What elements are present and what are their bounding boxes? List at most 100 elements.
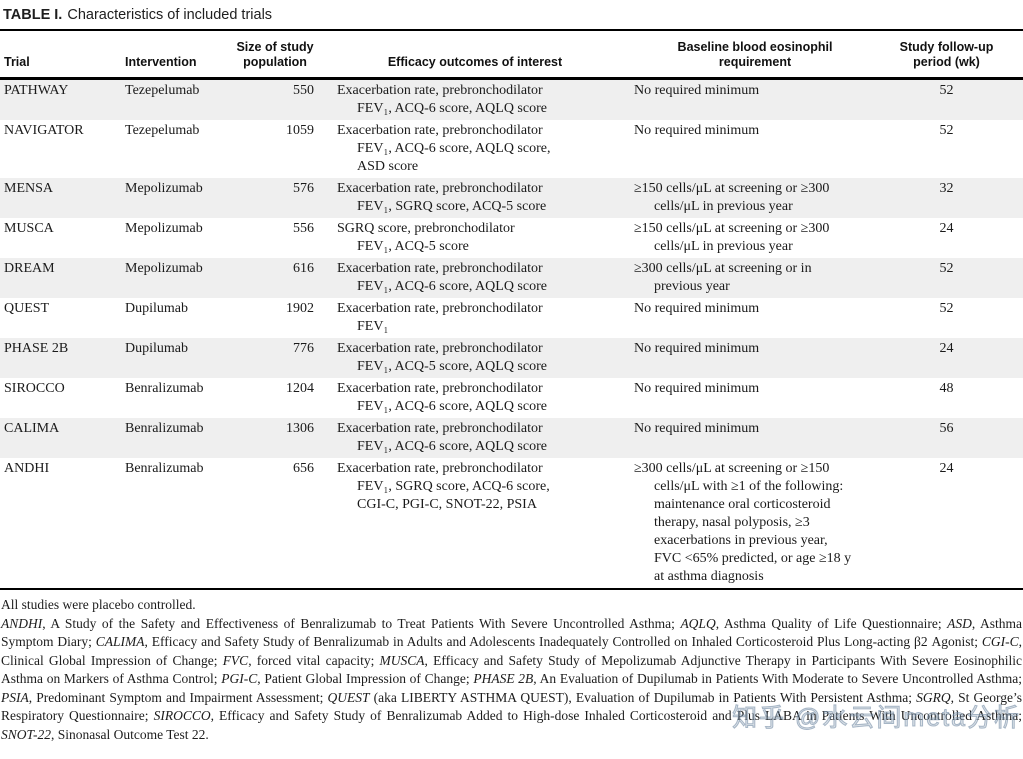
abbreviation-definition: , St George’s Respiratory Questionnaire;	[1, 689, 1022, 724]
efficacy-outcomes-cell: Exacerbation rate, prebronchodilator FEV₁	[337, 301, 543, 334]
eosinophil-requirement-cell: ≥150 cells/μL at screening or ≥300 cells/…	[634, 181, 830, 214]
trial-cell: CALIMA	[4, 421, 60, 436]
size-cell: 656	[293, 461, 314, 476]
eosinophil-requirement-cell: ≥300 cells/μL at screening or in previous…	[634, 261, 812, 294]
size-cell: 556	[293, 221, 314, 236]
intervention-cell: Mepolizumab	[125, 221, 203, 236]
follow-up-cell: 52	[939, 301, 954, 316]
table-title: TABLE I. Characteristics of included tria…	[0, 0, 1023, 31]
table-row-dream: DREAM Mepolizumab 616 Exacerbation rate, pr…	[0, 258, 1023, 298]
table-row-sirocco: SIROCCO Benralizumab 1204 Exacerbation rate…	[0, 378, 1023, 418]
eosinophil-requirement-cell: No required minimum	[634, 301, 760, 316]
efficacy-outcomes-cell: Exacerbation rate, prebronchodilator FEV₁…	[337, 381, 547, 414]
abbreviation-term: ANDHI	[1, 615, 43, 631]
intervention-cell: Tezepelumab	[125, 83, 200, 98]
efficacy-outcomes-cell: Exacerbation rate, prebronchodilator FEV₁…	[337, 421, 547, 454]
trial-cell: MENSA	[4, 181, 54, 196]
follow-up-cell: 24	[939, 221, 954, 236]
efficacy-outcomes-cell: Exacerbation rate, prebronchodilator FEV₁…	[337, 181, 547, 214]
column-header-baseline-blood-eosinophil-requirement: Baseline blood eosinophil requirement	[677, 40, 833, 69]
efficacy-outcomes-cell: SGRQ score, prebronchodilator FEV₁, ACQ-5…	[337, 221, 515, 254]
abbreviation-definition: , Efficacy and Safety Study of Benralizu…	[210, 708, 1022, 723]
follow-up-cell: 48	[939, 381, 954, 396]
abbreviation-term: SGRQ	[916, 689, 951, 705]
abbreviation-term: MUSCA	[379, 652, 425, 668]
trial-cell: ANDHI	[4, 461, 50, 476]
abbreviation-definition: , An Evaluation of Dupilumab in Patients…	[533, 671, 1023, 686]
table-row-pathway: PATHWAY Tezepelumab 550 Exacerbation rate, …	[0, 80, 1023, 120]
efficacy-outcomes-cell: Exacerbation rate, prebronchodilator FEV₁…	[337, 261, 547, 294]
table-header-row: Trial Intervention Size of study population…	[0, 31, 1023, 80]
size-cell: 550	[293, 83, 314, 98]
table-row-quest: QUEST Dupilumab 1902 Exacerbation rate, pre…	[0, 298, 1023, 338]
eosinophil-requirement-cell: No required minimum	[634, 341, 760, 356]
intervention-cell: Tezepelumab	[125, 123, 200, 138]
table-row-calima: CALIMA Benralizumab 1306 Exacerbation rate,…	[0, 418, 1023, 458]
size-cell: 1059	[286, 123, 314, 138]
abbreviation-definition: , Asthma Symptom Diary;	[1, 615, 1022, 650]
column-header-size-of-study-population: Size of study population	[236, 40, 314, 69]
follow-up-cell: 52	[939, 261, 954, 276]
abbreviation-definition: , Asthma Quality of Life Questionnaire;	[715, 615, 948, 631]
column-header-study-follow-up-period-wk: Study follow-up period (wk)	[899, 40, 994, 69]
abbreviation-definition: , Sinonasal Outcome Test 22.	[51, 726, 209, 742]
size-cell: 1902	[286, 301, 314, 316]
table-row-navigator: NAVIGATOR Tezepelumab 1059 Exacerbation rat…	[0, 120, 1023, 178]
intervention-cell: Benralizumab	[125, 461, 204, 476]
footnote-abbreviations: ANDHI, A Study of the Safety and Effecti…	[1, 615, 1022, 745]
intervention-cell: Mepolizumab	[125, 261, 203, 276]
eosinophil-requirement-cell: No required minimum	[634, 381, 760, 396]
eosinophil-requirement-cell: No required minimum	[634, 421, 760, 436]
abbreviation-definition: , A Study of the Safety and Effectivenes…	[42, 615, 681, 631]
eosinophil-requirement-cell: ≥300 cells/μL at screening or ≥150 cells/…	[634, 461, 852, 584]
efficacy-outcomes-cell: Exacerbation rate, prebronchodilator FEV₁…	[337, 341, 547, 374]
efficacy-outcomes-cell: Exacerbation rate, prebronchodilator FEV₁…	[337, 123, 551, 174]
size-cell: 616	[293, 261, 314, 276]
abbreviation-term: QUEST	[327, 689, 370, 705]
abbreviation-definition: , Patient Global Impression of Change;	[257, 671, 474, 686]
footnotes: All studies were placebo controlled. AND…	[0, 590, 1023, 744]
size-cell: 576	[293, 181, 314, 196]
intervention-cell: Benralizumab	[125, 421, 204, 436]
abbreviation-term: PSIA	[1, 689, 29, 705]
abbreviation-term: SIROCCO	[153, 708, 211, 723]
abbreviation-term: CGI-C	[981, 634, 1019, 649]
abbreviation-term: FVC	[222, 652, 249, 668]
follow-up-cell: 52	[939, 123, 954, 138]
column-header-intervention: Intervention	[125, 55, 197, 69]
abbreviation-term: CALIMA	[95, 634, 145, 649]
column-header-efficacy-outcomes-of-interest: Efficacy outcomes of interest	[387, 55, 563, 69]
abbreviation-definition: , forced vital capacity;	[248, 652, 380, 668]
table-title-label: TABLE I.	[3, 7, 63, 23]
follow-up-cell: 56	[939, 421, 954, 436]
table-row-andhi: ANDHI Benralizumab 656 Exacerbation rate, p…	[0, 458, 1023, 588]
table-body: PATHWAY Tezepelumab 550 Exacerbation rate, …	[0, 80, 1023, 590]
eosinophil-requirement-cell: No required minimum	[634, 123, 760, 138]
abbreviation-term: AQLQ	[680, 615, 716, 631]
trial-cell: QUEST	[4, 301, 50, 316]
intervention-cell: Benralizumab	[125, 381, 204, 396]
intervention-cell: Dupilumab	[125, 301, 188, 316]
follow-up-cell: 24	[939, 341, 954, 356]
abbreviation-definition: , Efficacy and Safety Study of Mepolizum…	[1, 652, 1022, 687]
eosinophil-requirement-cell: ≥150 cells/μL at screening or ≥300 cells/…	[634, 221, 830, 254]
trial-cell: MUSCA	[4, 221, 54, 236]
size-cell: 1204	[286, 381, 314, 396]
trial-cell: PHASE 2B	[4, 341, 69, 356]
abbreviation-term: PHASE 2B	[473, 671, 534, 686]
follow-up-cell: 52	[939, 83, 954, 98]
trial-cell: NAVIGATOR	[4, 123, 84, 138]
abbreviation-term: ASD	[947, 615, 972, 631]
follow-up-cell: 32	[939, 181, 954, 196]
abbreviation-term: SNOT-22	[1, 726, 52, 742]
abbreviation-definition: (aka LIBERTY ASTHMA QUEST), Evaluation o…	[369, 689, 917, 705]
table-title-text: Characteristics of included trials	[67, 7, 273, 23]
abbreviation-term: PGI-C	[221, 671, 258, 686]
column-header-trial: Trial	[4, 55, 30, 69]
abbreviation-definition: , Predominant Symptom and Impairment Ass…	[28, 689, 328, 705]
table-row-musca: MUSCA Mepolizumab 556 SGRQ score, prebronch…	[0, 218, 1023, 258]
eosinophil-requirement-cell: No required minimum	[634, 83, 760, 98]
abbreviation-definition: , Clinical Global Impression of Change;	[1, 634, 1022, 668]
table-row-phase-2b: PHASE 2B Dupilumab 776 Exacerbation rate, p…	[0, 338, 1023, 378]
